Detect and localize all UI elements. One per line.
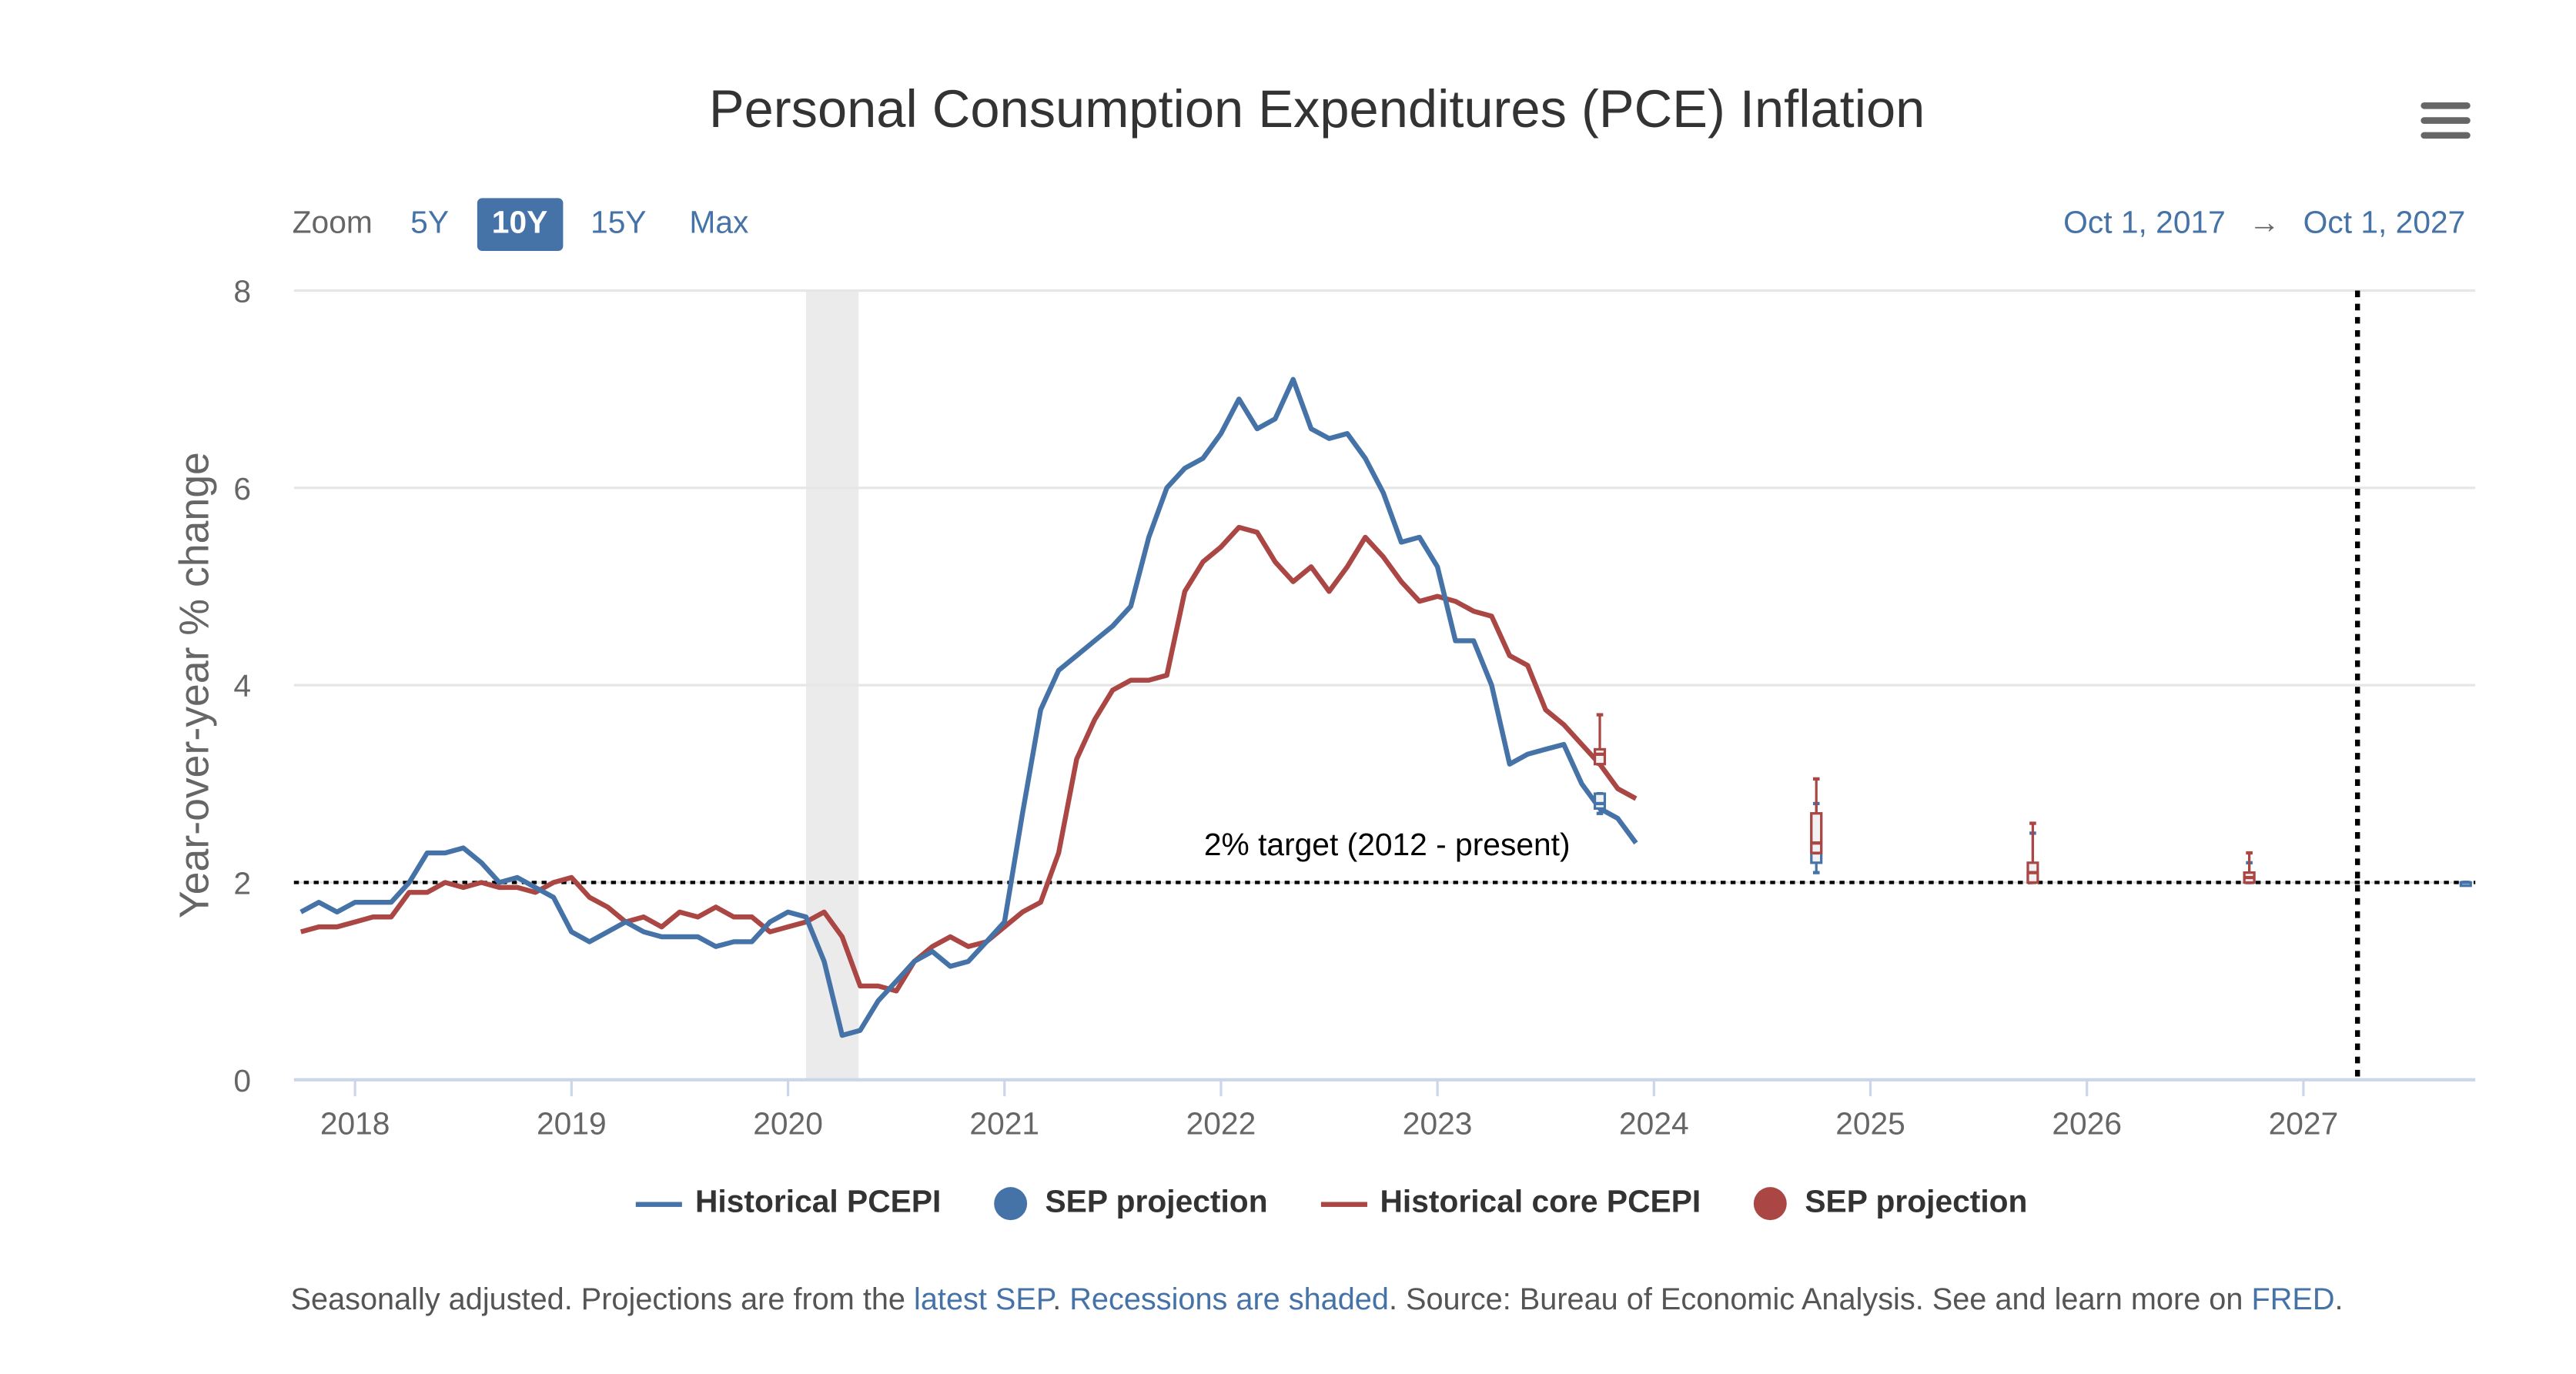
legend-label: Historical core PCEPI [1380, 1185, 1701, 1221]
x-tick-label: 2020 [753, 1106, 823, 1142]
zoom-controls: Zoom 5Y 10Y 15Y Max [292, 198, 777, 252]
y-tick-label: 4 [233, 668, 251, 704]
target-label: 2% target (2012 - present) [1204, 827, 1571, 862]
recessions-link[interactable]: Recessions are shaded [1069, 1281, 1389, 1316]
legend-label: Historical PCEPI [695, 1185, 942, 1221]
x-tick-label: 2022 [1186, 1106, 1256, 1142]
target-label-bg [1192, 815, 1582, 872]
legend-item-sep-projection-core[interactable]: SEP projection [1753, 1185, 2028, 1222]
y-axis-title: Year-over-year % change [171, 452, 217, 918]
range-from-input[interactable]: Oct 1, 2017 [2063, 206, 2226, 242]
date-range: Oct 1, 2017 → Oct 1, 2027 [2063, 206, 2465, 242]
fred-link[interactable]: FRED [2251, 1281, 2335, 1316]
legend-label: SEP projection [1805, 1185, 2028, 1221]
series-line-historical-pcepi [299, 376, 1638, 1038]
footer-text: . [2334, 1281, 2343, 1316]
footer-note: Seasonally adjusted. Projections are fro… [0, 1281, 2576, 1317]
zoom-label: Zoom [292, 206, 373, 242]
footer-text: . [1052, 1281, 1070, 1316]
zoom-max-button[interactable]: Max [689, 206, 749, 242]
zoom-15y-button[interactable]: 15Y [590, 206, 647, 242]
y-tick-label: 2 [233, 865, 251, 901]
footer-text: . Source: Bureau of Economic Analysis. S… [1388, 1281, 2252, 1316]
legend: Historical PCEPI SEP projection Historic… [635, 1185, 2080, 1222]
legend-item-historical-pcepi[interactable]: Historical PCEPI [635, 1185, 942, 1222]
hamburger-menu-icon[interactable] [2420, 102, 2471, 142]
y-tick-label: 8 [233, 274, 251, 309]
x-tick-label: 2019 [537, 1106, 607, 1142]
y-tick-label: 6 [233, 471, 251, 506]
arrow-right-icon: → [2248, 206, 2280, 242]
x-tick-label: 2018 [320, 1106, 390, 1142]
x-tick-label: 2024 [1619, 1106, 1689, 1142]
legend-label: SEP projection [1045, 1185, 1268, 1221]
x-tick-label: 2021 [969, 1106, 1039, 1142]
legend-item-historical-core-pcepi[interactable]: Historical core PCEPI [1320, 1185, 1701, 1222]
footer-text: Seasonally adjusted. Projections are fro… [290, 1281, 915, 1316]
x-tick-label: 2026 [2052, 1106, 2122, 1142]
zoom-10y-button[interactable]: 10Y [477, 198, 563, 252]
series-line-historical-core-pcepi [299, 524, 1638, 994]
range-to-input[interactable]: Oct 1, 2027 [2303, 206, 2466, 242]
projection-box [1593, 792, 1607, 810]
y-tick-label: 0 [233, 1063, 251, 1098]
chart-title: Personal Consumption Expenditures (PCE) … [708, 79, 1925, 139]
projection-box [1810, 812, 1823, 854]
projection-box [1593, 747, 1607, 766]
x-tick-label: 2023 [1403, 1106, 1473, 1142]
x-tick-label: 2027 [2269, 1106, 2339, 1142]
zoom-5y-button[interactable]: 5Y [410, 206, 450, 242]
legend-item-sep-projection-pcepi[interactable]: SEP projection [993, 1185, 1268, 1222]
x-tick-label: 2025 [1835, 1106, 1905, 1142]
latest-sep-link[interactable]: latest SEP [914, 1281, 1053, 1316]
